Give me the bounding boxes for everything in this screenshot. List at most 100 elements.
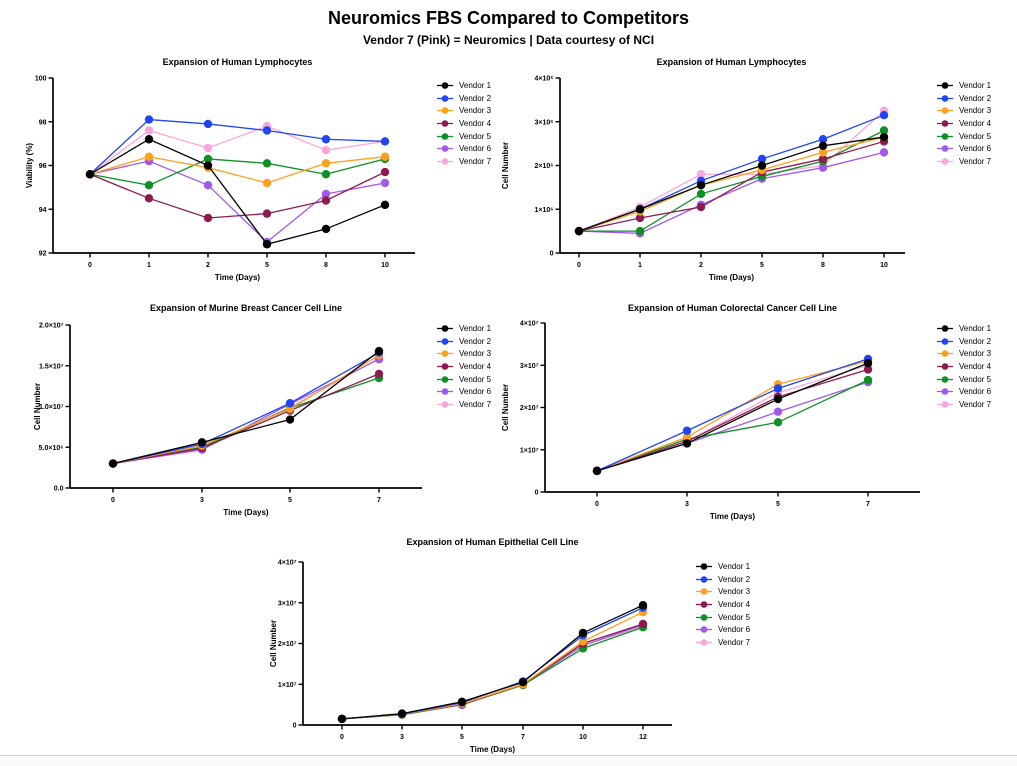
x-tick-label: 3 xyxy=(685,501,689,508)
legend-item-vendor-4: Vendor 4 xyxy=(436,360,491,373)
data-point-vendor-1 xyxy=(337,714,347,724)
legend-item-vendor-5: Vendor 5 xyxy=(436,130,491,143)
series-line-vendor-2 xyxy=(89,118,386,175)
series-line-vendor-4 xyxy=(112,373,380,465)
plot-svg: 0.0 5.0×10⁶ 1.0×10⁷ 1.5×10⁷ 2.0×10⁷ 0 3 5 7 Expan… xyxy=(33,303,422,517)
legend-label: Vendor 1 xyxy=(718,561,751,571)
legend-marker-icon xyxy=(437,120,453,127)
x-tick-label: 12 xyxy=(639,734,647,741)
data-point-vendor-4 xyxy=(203,213,213,223)
x-tick-label: 10 xyxy=(579,734,587,741)
legend-item-vendor-5: Vendor 5 xyxy=(936,130,991,143)
series-line-vendor-3 xyxy=(578,136,885,232)
legend-item-vendor-6: Vendor 6 xyxy=(936,142,991,155)
legend-label: Vendor 6 xyxy=(459,387,492,397)
legend-item-vendor-5: Vendor 5 xyxy=(695,611,750,624)
legend-label: Vendor 5 xyxy=(959,131,992,141)
legend-label: Vendor 4 xyxy=(459,361,492,371)
y-tick-label: 1.5×10⁷ xyxy=(39,363,64,370)
legend-marker-icon xyxy=(696,575,712,583)
data-point-vendor-3 xyxy=(578,637,588,646)
x-tick-label: 0 xyxy=(340,734,344,741)
x-tick-label: 10 xyxy=(880,262,888,269)
legend-marker-icon xyxy=(937,120,953,127)
y-tick-label: 1×10⁷ xyxy=(520,447,539,454)
series-line-vendor-5 xyxy=(89,158,386,186)
y-tick-label: 3×10⁶ xyxy=(535,119,554,126)
data-point-vendor-4 xyxy=(321,196,331,205)
legend-marker-icon xyxy=(437,145,453,153)
legend-item-vendor-7: Vendor 7 xyxy=(695,636,750,649)
data-point-vendor-1 xyxy=(203,161,213,170)
legend-marker-icon xyxy=(937,107,953,115)
legend-item-vendor-1: Vendor 1 xyxy=(436,79,491,92)
x-tick-label: 0 xyxy=(111,497,115,504)
series-line-vendor-4 xyxy=(341,623,644,720)
data-point-vendor-1 xyxy=(592,466,602,476)
data-point-vendor-2 xyxy=(773,384,783,393)
y-tick-label: 5.0×10⁶ xyxy=(39,445,64,452)
data-point-vendor-1 xyxy=(374,346,384,356)
data-point-vendor-1 xyxy=(638,600,648,610)
x-tick-label: 1 xyxy=(638,262,642,269)
x-tick-label: 2 xyxy=(699,262,703,269)
legend-marker-icon xyxy=(937,82,953,89)
y-tick-label: 2.0×10⁷ xyxy=(39,323,64,330)
legend-item-vendor-2: Vendor 2 xyxy=(436,335,491,348)
legend-label: Vendor 6 xyxy=(959,387,992,397)
series-line-vendor-4 xyxy=(578,140,885,232)
legend-marker-icon xyxy=(696,613,712,621)
x-tick-label: 8 xyxy=(821,262,825,269)
data-point-vendor-4 xyxy=(374,369,384,379)
legend-label: Vendor 7 xyxy=(959,399,992,409)
data-point-vendor-1 xyxy=(457,697,467,706)
series-line-vendor-5 xyxy=(596,379,869,472)
y-tick-label: 1×10⁶ xyxy=(535,207,554,214)
series-line-vendor-4 xyxy=(89,171,386,219)
legend-marker-icon xyxy=(937,363,953,370)
y-axis-label: Cell Number xyxy=(269,620,278,667)
data-point-vendor-2 xyxy=(757,154,767,164)
data-point-vendor-3 xyxy=(380,152,390,161)
data-point-vendor-1 xyxy=(85,170,95,179)
legend-label: Vendor 7 xyxy=(959,156,992,166)
series-line-vendor-2 xyxy=(341,607,644,720)
legend-marker-icon xyxy=(937,325,953,332)
data-point-vendor-1 xyxy=(397,709,407,718)
legend-label: Vendor 1 xyxy=(459,80,492,90)
legend-item-vendor-6: Vendor 6 xyxy=(695,623,750,636)
x-axis-label: Time (Days) xyxy=(470,745,516,754)
legend-marker-icon xyxy=(696,626,712,634)
y-tick-label: 3×10⁷ xyxy=(520,363,539,370)
legend-marker-icon xyxy=(937,388,953,396)
series-line-vendor-6 xyxy=(578,151,885,234)
legend-label: Vendor 4 xyxy=(959,118,992,128)
data-point-vendor-7 xyxy=(696,170,706,179)
data-point-vendor-7 xyxy=(321,145,331,155)
page-subtitle: Vendor 7 (Pink) = Neuromics | Data court… xyxy=(362,33,655,47)
y-axis-label: Cell Number xyxy=(501,384,510,431)
legend-marker-icon xyxy=(696,601,712,608)
chart-title: Expansion of Human Epithelial Cell Line xyxy=(406,537,578,547)
legend-item-vendor-4: Vendor 4 xyxy=(936,360,991,373)
data-point-vendor-1 xyxy=(321,224,331,234)
legend-item-vendor-3: Vendor 3 xyxy=(436,347,491,360)
legend-label: Vendor 7 xyxy=(459,399,492,409)
plot-svg: 0 1×10⁷ 2×10⁷ 3×10⁷ 4×10⁷ 0 3 5 7 10 12 Expansion o… xyxy=(269,537,672,754)
y-tick-label: 0.0 xyxy=(54,486,64,493)
legend-item-vendor-2: Vendor 2 xyxy=(936,335,991,348)
legend: Vendor 1 Vendor 2 Vendor 3 Vendor 4 Vendor 5… xyxy=(436,79,491,168)
data-point-vendor-1 xyxy=(635,205,645,214)
legend-label: Vendor 3 xyxy=(718,587,751,597)
y-tick-label: 4×10⁶ xyxy=(535,76,554,83)
x-tick-label: 5 xyxy=(288,497,292,504)
y-tick-label: 0 xyxy=(535,490,539,497)
y-tick-label: 98 xyxy=(39,119,47,126)
legend-item-vendor-1: Vendor 1 xyxy=(936,79,991,92)
y-tick-label: 1.0×10⁷ xyxy=(39,404,64,411)
data-point-vendor-2 xyxy=(682,426,692,435)
x-tick-label: 5 xyxy=(460,734,464,741)
data-point-vendor-4 xyxy=(863,365,873,374)
legend-label: Vendor 4 xyxy=(959,361,992,371)
data-point-vendor-3 xyxy=(262,178,272,188)
